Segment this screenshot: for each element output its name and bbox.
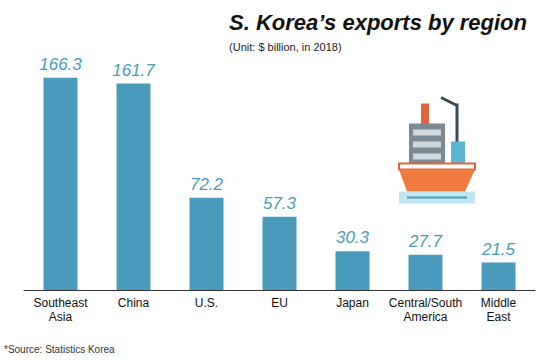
svg-text:72.2: 72.2 bbox=[190, 175, 224, 194]
svg-text:Middle: Middle bbox=[481, 296, 517, 310]
svg-text:*Source: Statistics Korea: *Source: Statistics Korea bbox=[4, 344, 115, 355]
svg-text:Central/South: Central/South bbox=[389, 296, 462, 310]
svg-text:21.5: 21.5 bbox=[481, 240, 516, 259]
svg-text:(Unit: $ billion, in 2018): (Unit: $ billion, in 2018) bbox=[229, 41, 342, 53]
svg-text:China: China bbox=[118, 296, 150, 310]
svg-text:166.3: 166.3 bbox=[39, 55, 82, 74]
svg-text:Southeast: Southeast bbox=[33, 296, 88, 310]
svg-text:161.7: 161.7 bbox=[112, 61, 155, 80]
svg-text:S. Korea’s exports by region: S. Korea’s exports by region bbox=[229, 10, 527, 35]
svg-text:Japan: Japan bbox=[336, 296, 369, 310]
svg-text:America: America bbox=[403, 310, 447, 324]
svg-text:EU: EU bbox=[271, 296, 288, 310]
svg-text:57.3: 57.3 bbox=[263, 194, 297, 213]
svg-text:27.7: 27.7 bbox=[408, 232, 443, 251]
svg-text:East: East bbox=[486, 310, 511, 324]
svg-text:30.3: 30.3 bbox=[336, 228, 370, 247]
svg-text:Asia: Asia bbox=[49, 310, 73, 324]
svg-text:U.S.: U.S. bbox=[195, 296, 218, 310]
